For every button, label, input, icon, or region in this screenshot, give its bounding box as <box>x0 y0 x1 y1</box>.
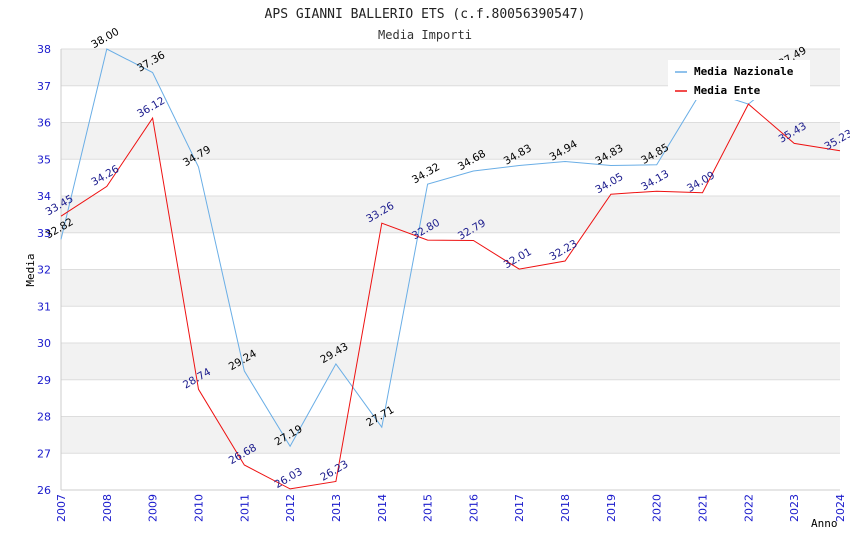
x-tick-label: 2012 <box>284 494 297 522</box>
y-tick-label: 30 <box>37 337 51 350</box>
axes <box>60 49 840 491</box>
y-tick-label: 32 <box>37 264 51 277</box>
y-tick-label: 37 <box>37 80 51 93</box>
x-tick-label: 2016 <box>467 494 480 522</box>
plot-background <box>61 49 840 454</box>
data-label: 34.32 <box>410 161 442 186</box>
legend-box <box>668 60 810 100</box>
grid-band <box>61 196 840 233</box>
data-label: 32.23 <box>548 238 580 263</box>
legend: Media Nazionale Media Ente <box>668 60 810 100</box>
x-axis-title: Anno <box>811 517 838 530</box>
series-lines <box>60 48 841 490</box>
x-tick-labels: 2007 2008 2009 2010 2011 2012 2013 2014 2015 2016… <box>55 494 847 522</box>
x-tick-label: 2010 <box>192 494 205 522</box>
y-tick-label: 35 <box>37 153 51 166</box>
data-label: 34.26 <box>89 163 121 189</box>
y-tick-label: 34 <box>37 190 51 203</box>
x-tick-label: 2015 <box>422 494 435 522</box>
grid-band <box>61 122 840 160</box>
x-tick-label: 2024 <box>834 494 847 522</box>
y-tick-labels: 26 27 28 29 30 31 32 33 34 35 36 37 38 <box>37 43 51 497</box>
y-tick-label: 26 <box>37 484 51 497</box>
y-tick-label: 28 <box>37 411 51 424</box>
x-tick-label: 2023 <box>788 494 801 522</box>
x-tick-label: 2022 <box>742 494 755 522</box>
x-tick-label: 2013 <box>330 494 343 522</box>
y-tick-label: 29 <box>37 374 51 387</box>
legend-label-series-1: Media Nazionale <box>694 65 794 78</box>
data-label: 32.82 <box>43 216 75 241</box>
x-tick-label: 2014 <box>376 494 389 522</box>
x-tick-label: 2021 <box>697 494 710 522</box>
y-tick-label: 27 <box>37 447 51 460</box>
x-tick-label: 2009 <box>147 494 160 522</box>
x-tick-label: 2017 <box>513 494 526 522</box>
data-label: 26.23 <box>318 458 350 483</box>
legend-label-series-2: Media Ente <box>694 84 761 97</box>
chart-subtitle: Media Importi <box>378 28 472 42</box>
grid-band <box>61 416 840 454</box>
data-label: 34.05 <box>593 171 625 196</box>
series-line-2 <box>60 103 841 490</box>
chart-title: APS GIANNI BALLERIO ETS (c.f.80056390547… <box>265 7 586 22</box>
data-label: 38.00 <box>89 26 121 51</box>
x-tick-label: 2011 <box>238 494 251 522</box>
y-tick-label: 36 <box>37 117 51 130</box>
y-tick-label: 31 <box>37 300 51 313</box>
grid-band <box>61 343 840 380</box>
x-tick-label: 2019 <box>605 494 618 522</box>
x-tick-label: 2020 <box>651 494 664 522</box>
x-tick-label: 2018 <box>559 494 572 522</box>
series-line-1 <box>60 48 795 448</box>
grid-band <box>61 269 840 307</box>
x-tick-label: 2007 <box>55 494 68 522</box>
y-tick-label: 33 <box>37 227 51 240</box>
data-label: 34.09 <box>685 169 717 194</box>
y-axis-title: Media <box>24 253 37 286</box>
x-tick-label: 2008 <box>101 494 114 522</box>
data-label: 34.13 <box>639 168 671 193</box>
data-label: 36.12 <box>135 95 167 120</box>
y-tick-label: 38 <box>37 43 51 56</box>
